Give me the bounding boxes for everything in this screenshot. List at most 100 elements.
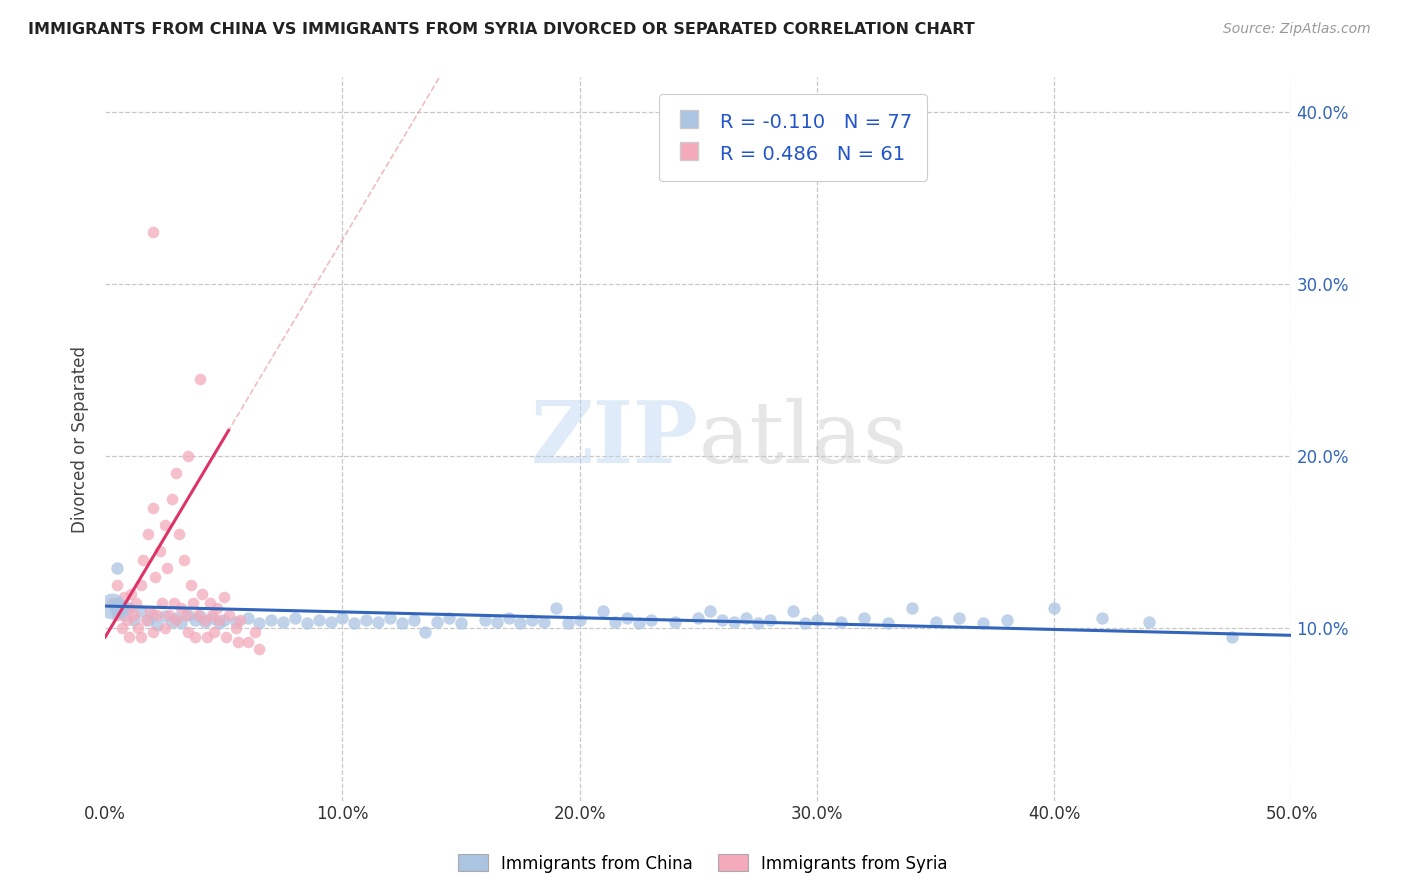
Point: [295, 616, 318, 631]
Point: [995, 613, 1018, 627]
Point: [184, 630, 207, 644]
Point: [249, 642, 271, 657]
Point: [794, 616, 817, 631]
Point: [260, 613, 283, 627]
Point: [343, 616, 366, 631]
Point: [142, 500, 165, 515]
Point: [146, 618, 169, 632]
Point: [664, 615, 686, 629]
Point: [522, 613, 544, 627]
Point: [592, 604, 614, 618]
Point: [118, 600, 141, 615]
Point: [218, 607, 240, 622]
Point: [108, 600, 131, 615]
Point: [180, 578, 202, 592]
Point: [157, 607, 180, 622]
Point: [226, 635, 249, 649]
Point: [236, 611, 259, 625]
Point: [174, 607, 197, 622]
Point: [198, 596, 221, 610]
Point: [723, 615, 745, 629]
Point: [415, 624, 437, 639]
Point: [188, 609, 211, 624]
Legend: R = -0.110   N = 77, R = 0.486   N = 61: R = -0.110 N = 77, R = 0.486 N = 61: [659, 95, 927, 181]
Point: [830, 615, 852, 629]
Point: [105, 561, 128, 575]
Point: [111, 622, 134, 636]
Point: [112, 591, 135, 605]
Point: [225, 622, 247, 636]
Point: [135, 613, 157, 627]
Point: [391, 616, 413, 631]
Point: [129, 578, 152, 592]
Text: atlas: atlas: [699, 398, 907, 481]
Point: [163, 596, 186, 610]
Point: [332, 611, 354, 625]
Point: [215, 630, 238, 644]
Point: [627, 616, 650, 631]
Point: [187, 607, 209, 622]
Point: [509, 616, 531, 631]
Point: [243, 624, 266, 639]
Text: IMMIGRANTS FROM CHINA VS IMMIGRANTS FROM SYRIA DIVORCED OR SEPARATED CORRELATION: IMMIGRANTS FROM CHINA VS IMMIGRANTS FROM…: [28, 22, 974, 37]
Point: [284, 611, 307, 625]
Point: [105, 607, 128, 622]
Point: [120, 587, 142, 601]
Point: [249, 616, 271, 631]
Point: [208, 613, 231, 627]
Point: [122, 613, 145, 627]
Point: [924, 615, 946, 629]
Point: [122, 607, 145, 622]
Point: [132, 552, 155, 566]
Point: [711, 613, 734, 627]
Point: [236, 635, 259, 649]
Point: [143, 570, 166, 584]
Point: [485, 615, 508, 629]
Point: [118, 630, 141, 644]
Point: [194, 615, 217, 629]
Point: [699, 604, 721, 618]
Point: [498, 611, 520, 625]
Point: [153, 518, 176, 533]
Point: [1043, 600, 1066, 615]
Point: [806, 613, 828, 627]
Point: [474, 613, 496, 627]
Point: [426, 615, 449, 629]
Point: [747, 616, 769, 631]
Point: [160, 615, 183, 629]
Point: [105, 578, 128, 592]
Point: [136, 526, 159, 541]
Point: [188, 372, 211, 386]
Point: [319, 615, 342, 629]
Point: [439, 611, 461, 625]
Point: [142, 624, 165, 639]
Point: [208, 616, 231, 631]
Y-axis label: Divorced or Separated: Divorced or Separated: [72, 345, 89, 533]
Point: [173, 552, 195, 566]
Point: [165, 467, 187, 481]
Point: [568, 613, 591, 627]
Point: [101, 596, 124, 610]
Point: [201, 611, 224, 625]
Point: [948, 611, 970, 625]
Point: [170, 600, 193, 615]
Point: [165, 611, 187, 625]
Point: [115, 613, 138, 627]
Point: [688, 611, 710, 625]
Point: [734, 611, 756, 625]
Point: [181, 596, 204, 610]
Point: [153, 609, 176, 624]
Point: [127, 622, 149, 636]
Point: [640, 613, 662, 627]
Point: [782, 604, 804, 618]
Point: [156, 561, 179, 575]
Point: [367, 615, 389, 629]
Point: [195, 630, 218, 644]
Point: [1091, 611, 1114, 625]
Point: [533, 615, 555, 629]
Text: Source: ZipAtlas.com: Source: ZipAtlas.com: [1223, 22, 1371, 37]
Point: [308, 613, 330, 627]
Point: [105, 596, 128, 610]
Point: [901, 600, 924, 615]
Point: [165, 613, 187, 627]
